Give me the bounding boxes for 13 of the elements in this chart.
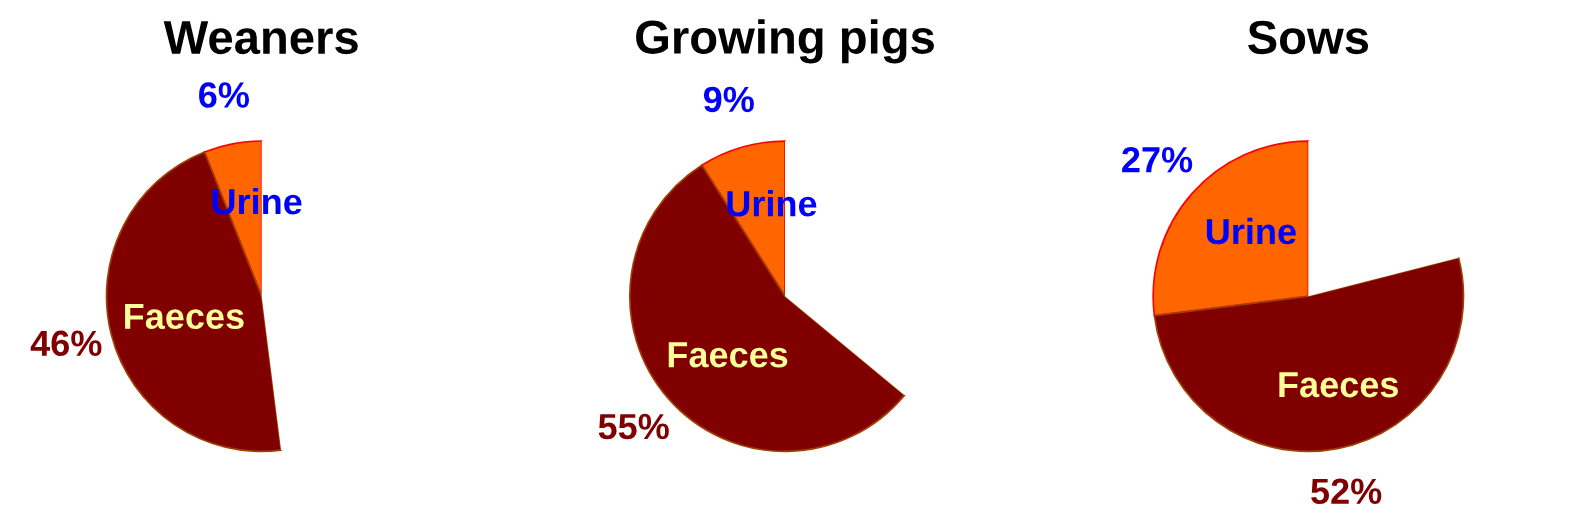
data-label: 52% bbox=[1311, 478, 1382, 505]
data-label: 6% bbox=[199, 82, 250, 108]
data-label: 46% bbox=[30, 330, 102, 357]
chart-title: Weaners bbox=[163, 21, 358, 55]
data-label: 55% bbox=[598, 413, 669, 440]
slice-label: Faeces bbox=[668, 342, 788, 368]
data-label: 27% bbox=[1122, 146, 1193, 173]
slice-label: Urine bbox=[1206, 217, 1296, 245]
slice-label: Faeces bbox=[125, 303, 244, 330]
slice-label: Faeces bbox=[1279, 372, 1398, 398]
data-label: 9% bbox=[703, 86, 754, 113]
chart-title: Sows bbox=[1248, 20, 1369, 55]
chart-title: Growing pigs bbox=[636, 19, 934, 64]
